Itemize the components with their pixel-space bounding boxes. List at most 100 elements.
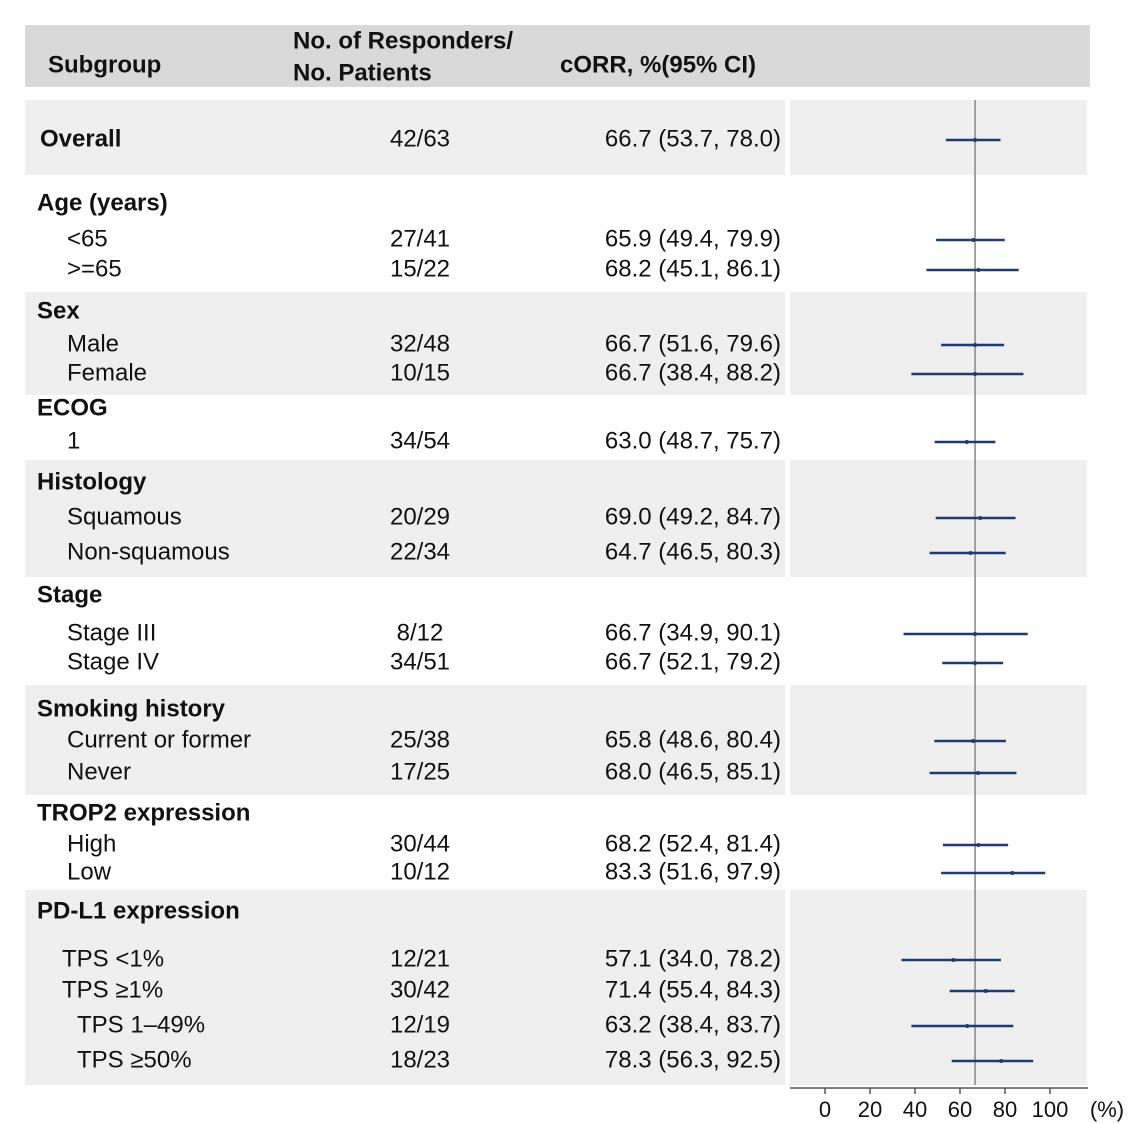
x-unit: (%) — [1090, 1097, 1124, 1122]
subgroup-header: Age (years) — [37, 189, 168, 216]
responders: 15/22 — [390, 255, 450, 282]
ci-label: 68.2 (45.1, 86.1) — [605, 255, 781, 282]
subgroup-label: >=65 — [67, 255, 122, 282]
row-band — [25, 100, 785, 175]
responders: 12/21 — [390, 945, 450, 972]
estimate-point — [978, 516, 983, 520]
estimate-point — [951, 958, 956, 962]
estimate-point — [973, 343, 978, 347]
ci-label: 63.2 (38.4, 83.7) — [605, 1011, 781, 1038]
estimate-point — [973, 632, 978, 636]
estimate-point — [973, 661, 978, 665]
responders: 8/12 — [397, 619, 444, 646]
responders: 10/12 — [390, 858, 450, 885]
subgroup-label: <65 — [67, 225, 108, 252]
row-band — [25, 685, 785, 795]
ci-label: 83.3 (51.6, 97.9) — [605, 858, 781, 885]
responders: 27/41 — [390, 225, 450, 252]
row-band — [25, 460, 785, 577]
subgroup-label: Never — [67, 758, 131, 785]
responders: 30/42 — [390, 976, 450, 1003]
estimate-point — [999, 1059, 1004, 1063]
ci-label: 66.7 (52.1, 79.2) — [605, 648, 781, 675]
subgroup-header: Histology — [37, 468, 147, 495]
subgroup-label: Non-squamous — [67, 538, 230, 565]
subgroup-label: Female — [67, 359, 147, 386]
estimate-point — [964, 440, 969, 444]
subgroup-label: Squamous — [67, 503, 182, 530]
subgroup-header: Overall — [40, 125, 121, 152]
subgroup-header: PD-L1 expression — [37, 897, 240, 924]
row-band — [25, 292, 785, 395]
header-ci: cORR, %(95% CI) — [560, 51, 756, 78]
responders: 17/25 — [390, 758, 450, 785]
ci-label: 63.0 (48.7, 75.7) — [605, 427, 781, 454]
estimate-point — [1010, 871, 1015, 875]
header-responders: No. of Responders/ — [293, 27, 513, 54]
estimate-point — [973, 372, 978, 376]
subgroup-label: Stage III — [67, 619, 156, 646]
x-tick-label: 40 — [903, 1097, 927, 1122]
ci-label: 65.9 (49.4, 79.9) — [605, 225, 781, 252]
subgroup-label: TPS ≥50% — [77, 1046, 192, 1073]
subgroup-label: 1 — [67, 427, 80, 454]
header-bar — [25, 25, 1090, 87]
responders: 20/29 — [390, 503, 450, 530]
subgroup-label: Current or former — [67, 726, 251, 753]
subgroup-header: Stage — [37, 581, 102, 608]
row-band — [790, 100, 1087, 175]
estimate-point — [983, 989, 988, 993]
ci-label: 66.7 (51.6, 79.6) — [605, 330, 781, 357]
responders: 34/54 — [390, 427, 450, 454]
x-tick-label: 20 — [858, 1097, 882, 1122]
estimate-point — [971, 238, 976, 242]
header-subgroup: Subgroup — [48, 51, 161, 78]
estimate-point — [971, 739, 976, 743]
subgroup-header: Smoking history — [37, 695, 226, 722]
subgroup-label: Male — [67, 330, 119, 357]
estimate-point — [976, 771, 980, 775]
ci-label: 71.4 (55.4, 84.3) — [605, 976, 781, 1003]
responders: 12/19 — [390, 1011, 450, 1038]
subgroup-header: TROP2 expression — [37, 799, 250, 826]
estimate-point — [976, 843, 981, 847]
estimate-point — [976, 268, 981, 272]
ci-label: 57.1 (34.0, 78.2) — [605, 945, 781, 972]
ci-label: 68.0 (46.5, 85.1) — [605, 758, 781, 785]
responders: 32/48 — [390, 330, 450, 357]
row-band — [790, 292, 1087, 395]
ci-label: 64.7 (46.5, 80.3) — [605, 538, 781, 565]
responders: 22/34 — [390, 538, 450, 565]
subgroup-label: TPS <1% — [62, 945, 164, 972]
subgroup-label: TPS 1–49% — [77, 1011, 205, 1038]
x-tick-label: 100 — [1032, 1097, 1069, 1122]
ci-label: 66.7 (38.4, 88.2) — [605, 359, 781, 386]
estimate-point — [965, 1024, 970, 1028]
row-band — [25, 890, 785, 1085]
x-tick-label: 80 — [993, 1097, 1017, 1122]
ci-label: 66.7 (53.7, 78.0) — [605, 125, 781, 152]
row-band — [790, 890, 1087, 1085]
responders: 25/38 — [390, 726, 450, 753]
responders: 18/23 — [390, 1046, 450, 1073]
subgroup-label: Low — [67, 858, 112, 885]
ci-label: 68.2 (52.4, 81.4) — [605, 830, 781, 857]
subgroup-label: High — [67, 830, 116, 857]
subgroup-header: ECOG — [37, 394, 108, 421]
estimate-point — [968, 551, 973, 555]
estimate-point — [973, 138, 978, 142]
subgroup-label: Stage IV — [67, 648, 159, 675]
ci-label: 65.8 (48.6, 80.4) — [605, 726, 781, 753]
x-tick-label: 60 — [948, 1097, 972, 1122]
x-tick-label: 0 — [819, 1097, 831, 1122]
subgroup-label: TPS ≥1% — [62, 976, 163, 1003]
responders: 34/51 — [390, 648, 450, 675]
header-responders: No. Patients — [293, 59, 432, 86]
responders: 42/63 — [390, 125, 450, 152]
subgroup-header: Sex — [37, 297, 80, 324]
responders: 10/15 — [390, 359, 450, 386]
ci-label: 69.0 (49.2, 84.7) — [605, 503, 781, 530]
ci-label: 66.7 (34.9, 90.1) — [605, 619, 781, 646]
responders: 30/44 — [390, 830, 450, 857]
